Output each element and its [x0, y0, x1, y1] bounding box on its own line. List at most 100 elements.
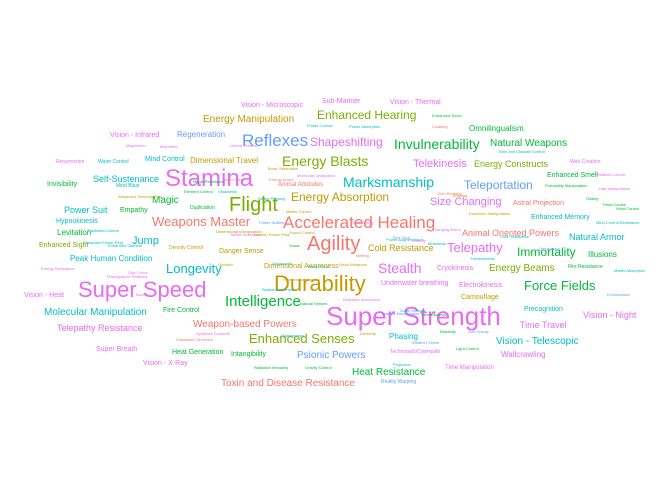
word-mind-blast: Mind Blast [116, 183, 140, 189]
word-force-fields: Force Fields [524, 278, 596, 293]
word-regeneration: Regeneration [177, 130, 225, 139]
word-banish: Banish [136, 292, 148, 297]
word-natural-senses: Natural Senses [300, 301, 327, 306]
word-wallcrawling: Wallcrawling [501, 350, 546, 359]
word-enhanced-sight: Enhanced Sight [39, 242, 88, 249]
word-substance-secretion: Substance Secretion [176, 337, 213, 342]
word-radiation-control: Radiation Control [88, 228, 119, 233]
word-odin-force: Odin Force [128, 270, 149, 275]
word-energy-beams: Energy Beams [489, 263, 555, 274]
word-power-nullifier: Power Nullifier [259, 220, 285, 225]
word-enhanced-memory: Enhanced Memory [531, 214, 590, 221]
word-shadow-manipulation: Shadow Manipulation [381, 311, 419, 316]
word-energy-armor: Energy Armor [269, 177, 294, 182]
word-duplication: Duplication [190, 205, 215, 211]
word-stealth: Stealth [378, 260, 422, 276]
word-dexterity: Dexterity [360, 331, 376, 336]
word-natural-armor: Natural Armor [569, 232, 625, 242]
word-thirstokinesis: Thirstokinesis [470, 256, 494, 261]
word-telepathy-resistance: Telepathy Resistance [57, 323, 143, 333]
word-changing-armor: Changing Armor [432, 227, 462, 232]
word-web-creation: Web Creation [570, 159, 601, 165]
word-mind-control-resistance: Mind Control Resistance [596, 220, 640, 225]
word-elasticity: Elasticity [440, 329, 456, 334]
word-technopath-cyberpath: Technopath/Cyberpath [390, 349, 441, 355]
word-weather-sense: Weather Sense [412, 340, 440, 345]
word-insanity: Insanity [412, 238, 426, 243]
word-dimensional-awareness: Dimensional Awareness [264, 263, 339, 270]
word-time-travel: Time Travel [520, 320, 567, 330]
word-anti-gravity: Anti-Gravity [468, 329, 489, 334]
word-energy-manipulation: Energy Manipulation [203, 114, 294, 125]
word-summoning: Summoning [352, 220, 373, 225]
word-biokinesis: Biokinesis [428, 241, 446, 246]
word-weapon-based-powers: Weapon-based Powers [193, 319, 297, 330]
word-gliding: Gliding [586, 196, 598, 201]
word-power-suit: Power Suit [64, 205, 108, 215]
word-fire-control: Fire Control [163, 307, 200, 314]
word-omnipotent: Omnipotent [539, 246, 561, 251]
word-immortality: Immortality [517, 245, 576, 259]
word-fire-resistance: Fire Resistance [568, 264, 603, 270]
word-weather-control: Weather Control [596, 172, 625, 177]
word-vision-thermal: Vision - Thermal [390, 99, 441, 106]
word-invulnerability: Invulnerability [394, 136, 480, 152]
word-advanced-technopathics: Advanced Technopathics [118, 194, 162, 199]
word-energy-absorption: Energy Absorption [291, 190, 389, 204]
word-electrokinesis: Electrokinesis [459, 282, 503, 289]
word-lantern-power-ring: Lantern Power Ring [254, 232, 289, 237]
word-marksmanship: Marksmanship [343, 174, 434, 190]
word-sense-phasing: Sense Phasing [258, 196, 285, 201]
word-symbiote-costume: Symbiote Costume [196, 331, 231, 336]
word-spatial-awareness: Spatial Awareness [262, 287, 295, 292]
word-radiation-absorption: Radiation Absorption [343, 297, 380, 302]
word-molecular-manipulation: Molecular Manipulation [44, 307, 147, 318]
word-vision-microscopic: Vision - Microscopic [241, 102, 304, 109]
word-thermokinesis: Thermokinesis [420, 312, 446, 317]
word-plant-control: Plant Control [603, 202, 626, 207]
word-energy-resistance: Energy Resistance [41, 266, 75, 271]
word-vision-heat: Vision - Heat [24, 292, 64, 299]
word-vision-infrared: Vision - Infrared [110, 132, 159, 139]
word-accelerated-healing: Accelerated Healing [283, 213, 435, 232]
word-qwardian-power-ring: Qwardian Power Ring [84, 240, 123, 245]
word-photographic-reflexes: Photographic Reflexes [107, 274, 147, 279]
word-super-strength: Super Strength [326, 301, 501, 331]
word-speed-force: Speed Force [222, 177, 246, 182]
word-hypnokinesis: Hypnokinesis [56, 218, 98, 225]
word-self-sustenance: Self-Sustenance [93, 174, 159, 184]
word-toxin-and-disease-control: Toxin and Disease Control [498, 149, 545, 154]
word-echolocation: Echolocation [607, 292, 630, 297]
word-energy-constructs: Energy Constructs [474, 159, 549, 169]
word-hyperconsciousness: Hyperconsciousness [283, 277, 320, 282]
word-power-augmentation: Power Augmentation [386, 237, 423, 242]
word-power-cosmic: Power Cosmic [307, 123, 333, 128]
word-time-manipulation: Time Manipulation [445, 365, 494, 371]
word-sonic-scream: Sonic Scream [400, 308, 426, 313]
word-magic: Magic [152, 195, 179, 206]
word-teleportation: Teleportation [464, 178, 533, 192]
word-telekinesis: Telekinesis [413, 158, 467, 170]
word-nova-force: Nova Force [308, 264, 329, 269]
word-element-control: Element Control [184, 189, 213, 194]
word-radiation-immunity: Radiation Immunity [254, 365, 288, 370]
word-telepathy: Telepathy [447, 240, 503, 255]
word-matter-control: Matter Control [286, 209, 311, 214]
word-water-control: Water Control [98, 159, 129, 165]
word-heat-generation: Heat Generation [172, 349, 223, 356]
word-enhanced-senses: Enhanced Senses [249, 331, 355, 346]
word-gravity-control: Gravity Control [305, 365, 332, 370]
word-sound-control: Sound Control [289, 230, 315, 235]
word-camouflage: Camouflage [461, 294, 499, 301]
word-vision-telescopic: Vision - Telescopic [496, 336, 578, 347]
word-wind-control: Wind Control [616, 206, 639, 211]
word-enhanced-smell: Enhanced Smell [547, 172, 598, 179]
word-cold-resistance: Cold Resistance [368, 243, 434, 253]
word-natural-weapons: Natural Weapons [490, 138, 567, 149]
word-intelligence: Intelligence [225, 293, 301, 310]
word-enhanced-hearing: Enhanced Hearing [317, 108, 416, 122]
word-enhanced-stamina: Enhanced Stamina [108, 243, 143, 248]
word-animal-oriented-powers: Animal Oriented Powers [462, 228, 560, 238]
word-magnetism: Magnetism [126, 143, 146, 148]
word-peak-human-condition: Peak Human Condition [70, 254, 152, 263]
